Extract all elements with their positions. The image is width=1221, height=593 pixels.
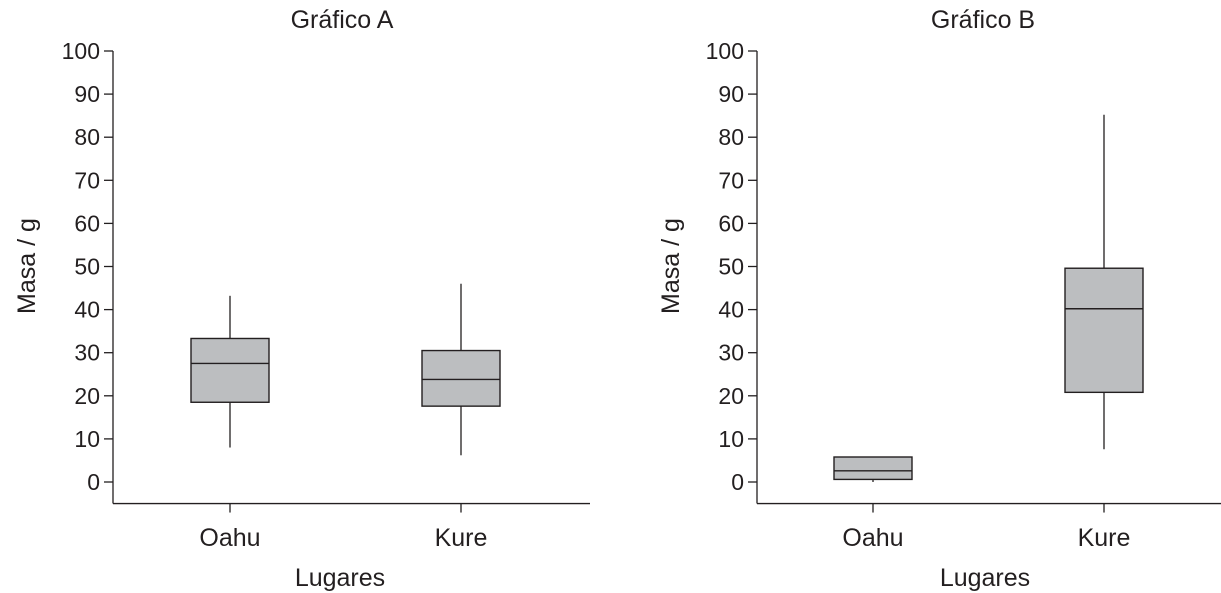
y-tick-label: 10 bbox=[718, 426, 744, 452]
x-axis-label: Lugares bbox=[295, 564, 385, 592]
y-tick-label: 90 bbox=[74, 81, 100, 107]
y-tick-label: 0 bbox=[731, 469, 744, 495]
y-axis-label: Masa / g bbox=[657, 218, 685, 314]
y-tick-label: 50 bbox=[74, 254, 100, 280]
x-axis-label: Lugares bbox=[940, 564, 1030, 592]
box-iqr bbox=[834, 457, 912, 479]
y-tick-label: 80 bbox=[718, 124, 744, 150]
box-iqr bbox=[422, 351, 500, 407]
y-tick-label: 100 bbox=[706, 38, 744, 64]
box-kure bbox=[1065, 115, 1143, 449]
x-tick-label: Oahu bbox=[842, 524, 903, 552]
x-tick-label: Kure bbox=[435, 524, 488, 552]
y-tick-label: 70 bbox=[74, 167, 100, 193]
chart-title: Gráfico A bbox=[291, 6, 394, 34]
chart-title: Gráfico B bbox=[931, 6, 1035, 34]
y-tick-label: 30 bbox=[718, 340, 744, 366]
box-iqr bbox=[1065, 268, 1143, 392]
y-tick-label: 30 bbox=[74, 340, 100, 366]
y-tick-label: 10 bbox=[74, 426, 100, 452]
y-tick-label: 0 bbox=[87, 469, 100, 495]
y-tick-label: 80 bbox=[74, 124, 100, 150]
box-iqr bbox=[191, 338, 269, 402]
box-kure bbox=[422, 284, 500, 456]
chart-b: Gráfico B 0 10 20 30 40 50 60 70 80 90 100 Masa / g L… bbox=[657, 6, 1221, 592]
box-oahu bbox=[191, 296, 269, 448]
y-tick-label: 20 bbox=[74, 383, 100, 409]
y-tick-label: 40 bbox=[718, 297, 744, 323]
y-tick-label: 60 bbox=[74, 210, 100, 236]
x-tick-label: Oahu bbox=[199, 524, 260, 552]
y-tick-label: 100 bbox=[62, 38, 100, 64]
x-tick-label: Kure bbox=[1078, 524, 1131, 552]
y-tick-label: 70 bbox=[718, 167, 744, 193]
box-oahu bbox=[834, 457, 912, 482]
y-tick-label: 60 bbox=[718, 210, 744, 236]
y-axis-label: Masa / g bbox=[13, 218, 41, 314]
y-tick-label: 20 bbox=[718, 383, 744, 409]
chart-a: Gráfico A 0 10 20 30 40 50 60 70 80 90 100 Masa / g L… bbox=[13, 6, 590, 592]
y-tick-label: 40 bbox=[74, 297, 100, 323]
y-tick-label: 90 bbox=[718, 81, 744, 107]
y-tick-label: 50 bbox=[718, 254, 744, 280]
